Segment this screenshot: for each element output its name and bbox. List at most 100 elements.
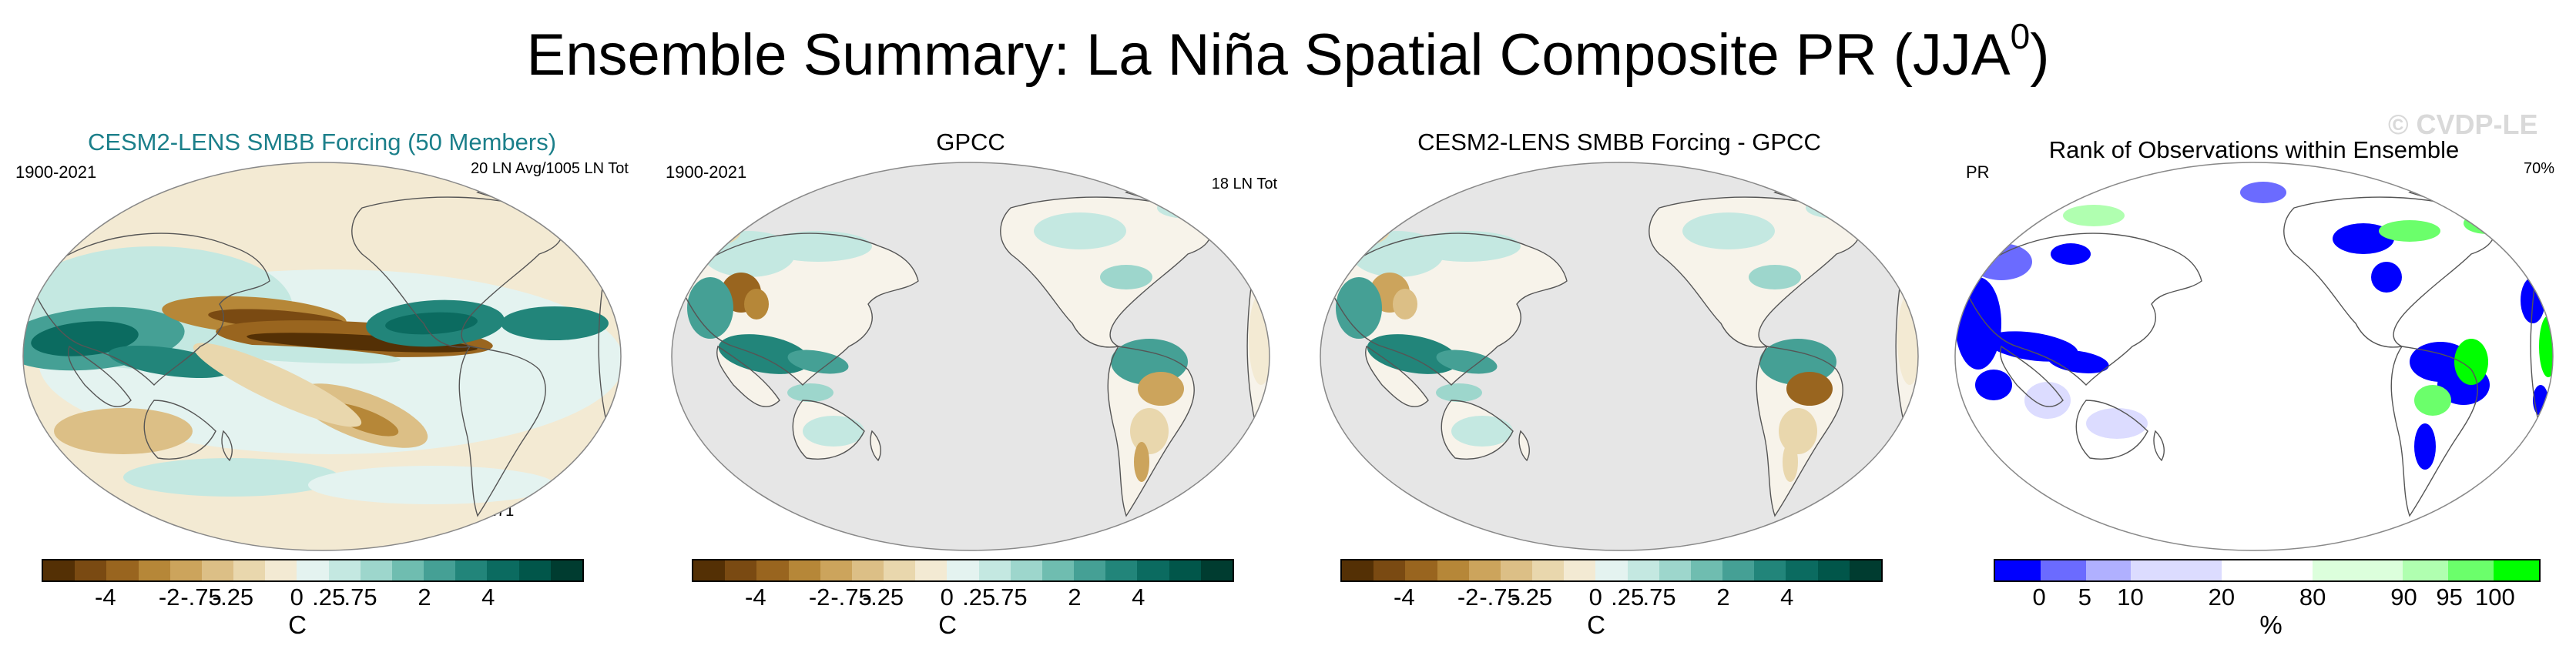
- colorbar-tick-label: 0: [2032, 584, 2046, 610]
- colorbar-cell: [978, 560, 1011, 580]
- colorbar-cell: [1786, 560, 1818, 580]
- coastline: [1331, 232, 1568, 386]
- precip-anomaly-patch: [1971, 243, 2032, 280]
- colorbar-cell: [328, 560, 361, 580]
- colorbar-cell: [1105, 560, 1138, 580]
- colorbar-tick-label: 10: [2117, 584, 2144, 610]
- colorbar-cell: [2403, 560, 2449, 580]
- colorbar-tick-label: -.75: [830, 584, 872, 610]
- precip-anomaly-patch: [1034, 212, 1126, 249]
- coastline: [1107, 346, 1195, 517]
- coastline: [2390, 346, 2478, 517]
- colorbar-cell: [1722, 560, 1755, 580]
- panel-title: CESM2-LENS SMBB Forcing - GPCC: [1417, 129, 1821, 156]
- colorbar-tick-label: -2: [1457, 584, 1479, 610]
- precip-anomaly-patch: [1436, 383, 1482, 402]
- colorbar-cell: [265, 560, 297, 580]
- precip-anomaly-patch: [1955, 277, 2001, 370]
- colorbar-tick-label: 100: [2474, 584, 2515, 610]
- precip-anomaly-patch: [1249, 293, 1270, 385]
- colorbar-cell: [915, 560, 948, 580]
- colorbar-tick-label: -.25: [862, 584, 904, 610]
- colorbar-cell: [2040, 560, 2086, 580]
- colorbar-cell: [2131, 560, 2177, 580]
- colorbar-tick-label: -4: [95, 584, 116, 610]
- precip-anomaly-patch: [1100, 265, 1152, 289]
- colorbar-cell: [820, 560, 852, 580]
- colorbar-cell: [1595, 560, 1628, 580]
- colorbar-cell: [1690, 560, 1723, 580]
- colorbar-rank: [1994, 559, 2541, 582]
- colorbar-cell: [693, 560, 726, 580]
- precip-anomaly-patch: [385, 312, 478, 335]
- coastline: [2075, 400, 2148, 460]
- colorbar-cell: [1500, 560, 1533, 580]
- colorbar-cell: [1200, 560, 1233, 580]
- colorbar-tick-label: -.75: [1479, 584, 1521, 610]
- colorbar-cell: [43, 560, 75, 580]
- globe-outline: [1320, 162, 1919, 551]
- colorbar-tick-label: 20: [2208, 584, 2236, 610]
- precip-anomaly-patch: [54, 408, 193, 454]
- precip-anomaly-patch: [679, 216, 741, 246]
- map-rank: [1954, 162, 2554, 551]
- colorbar-units-label: %: [2259, 610, 2283, 639]
- colorbar-cell: [1437, 560, 1469, 580]
- colorbar-tick-label: 2: [1068, 584, 1082, 610]
- colorbar-cell: [788, 560, 820, 580]
- colorbar-anomaly: [692, 559, 1234, 582]
- colorbar-anomaly: [1340, 559, 1883, 582]
- coastline: [683, 232, 919, 386]
- map-model-composite: [22, 162, 622, 551]
- colorbar-cell: [1374, 560, 1406, 580]
- colorbar-cell: [1041, 560, 1075, 580]
- coastline: [2000, 345, 2064, 407]
- coastline: [870, 430, 881, 462]
- colorbar-tick-label: -2: [158, 584, 180, 610]
- precip-anomaly-patch: [1413, 231, 1521, 262]
- colorbar-cell: [1659, 560, 1691, 580]
- colorbar-tick-label: .25: [1611, 584, 1645, 610]
- precip-anomaly-patch: [718, 334, 810, 374]
- colorbar-tick-label: 5: [2078, 584, 2091, 610]
- colorbar-cell: [138, 560, 170, 580]
- precip-anomaly-patch: [1749, 265, 1801, 289]
- colorbar-cell: [1849, 560, 1881, 580]
- precip-anomaly-patch: [1682, 212, 1775, 249]
- colorbar-tick-label: 4: [1132, 584, 1145, 610]
- precip-anomaly-patch: [2379, 220, 2440, 242]
- colorbar-cell: [106, 560, 139, 580]
- colorbar-tick-label: 4: [1780, 584, 1794, 610]
- precip-anomaly-patch: [787, 383, 834, 402]
- colorbar-cell: [1342, 560, 1374, 580]
- colorbar-cell: [2357, 560, 2403, 580]
- colorbar-tick-label: -4: [1394, 584, 1415, 610]
- precip-anomaly-patch: [2051, 243, 2091, 265]
- colorbar-units-label: C: [1587, 610, 1605, 639]
- colorbar-cell: [2222, 560, 2267, 580]
- colorbar-tick-label: -.75: [180, 584, 222, 610]
- land-anomaly-patch: [1518, 431, 1530, 460]
- precip-anomaly-patch: [1975, 370, 2012, 400]
- colorbar-tick-label: 90: [2390, 584, 2417, 610]
- panel-title: Rank of Observations within Ensemble: [2048, 136, 2460, 163]
- colorbar-cell: [725, 560, 757, 580]
- precip-anomaly-patch: [308, 466, 555, 504]
- colorbar-tick-label: .75: [344, 584, 377, 610]
- coastline: [716, 345, 780, 407]
- colorbar-units-label: C: [288, 610, 307, 639]
- precip-anomaly-patch: [764, 231, 872, 262]
- precip-anomaly-patch: [1783, 442, 1798, 482]
- colorbar-tick-label: 0: [1588, 584, 1602, 610]
- coastline: [221, 430, 233, 462]
- colorbar-tick-label: 0: [290, 584, 304, 610]
- colorbar-cell: [1564, 560, 1596, 580]
- period-label: 1900-2021: [15, 162, 97, 182]
- colorbar-tick-label: -4: [745, 584, 766, 610]
- panel-gpcc: GPCC 1900-2021 18 LN Tot -4 -2 -.75 -.25 0 .2…: [649, 0, 1293, 659]
- main-title: Ensemble Summary: La Niña Spatial Compos…: [526, 16, 2050, 88]
- colorbar-cell: [1817, 560, 1850, 580]
- precip-anomaly-patch: [1897, 293, 1918, 385]
- colorbar-cell: [550, 560, 582, 580]
- coastline: [1756, 346, 1843, 517]
